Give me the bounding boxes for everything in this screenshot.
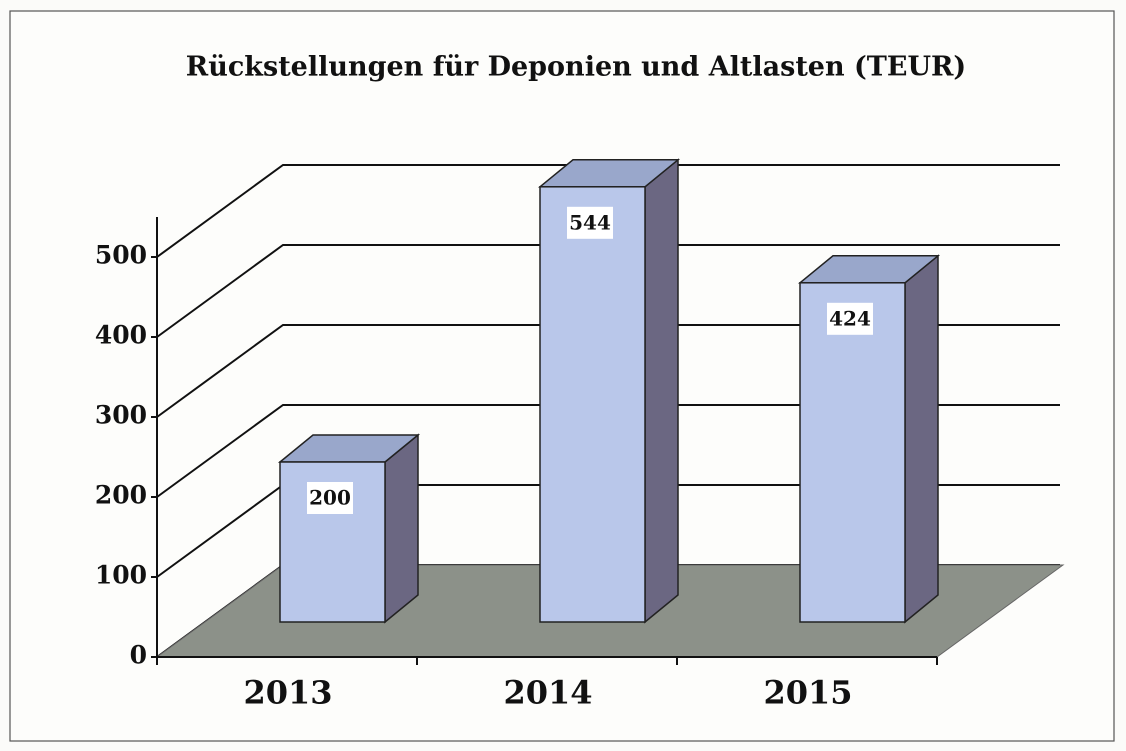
y-tick-label: 300 [95, 401, 147, 430]
grid-line [156, 244, 1060, 338]
y-tick-label: 400 [95, 321, 147, 350]
x-tick-label: 2015 [763, 674, 852, 712]
value-label: 200 [309, 486, 351, 510]
y-tick-label: 100 [95, 561, 147, 590]
grid-line [156, 164, 1060, 258]
y-tick-label: 200 [95, 481, 147, 510]
value-label-box [307, 482, 353, 514]
x-tick-label: 2013 [243, 674, 332, 712]
y-tick-label: 500 [95, 241, 147, 270]
bar [539, 186, 646, 623]
bar [799, 282, 906, 623]
bar-side [384, 433, 419, 624]
value-label: 424 [829, 306, 871, 330]
value-label: 544 [569, 210, 611, 234]
y-tick-label: 0 [130, 641, 147, 670]
bar-side [904, 254, 939, 624]
value-label-box [567, 206, 613, 239]
chart-title: Rückstellungen für Deponien und Altlaste… [186, 52, 966, 83]
value-label-box [827, 302, 873, 335]
x-tick-label: 2014 [503, 674, 592, 712]
bar-side [644, 158, 679, 624]
